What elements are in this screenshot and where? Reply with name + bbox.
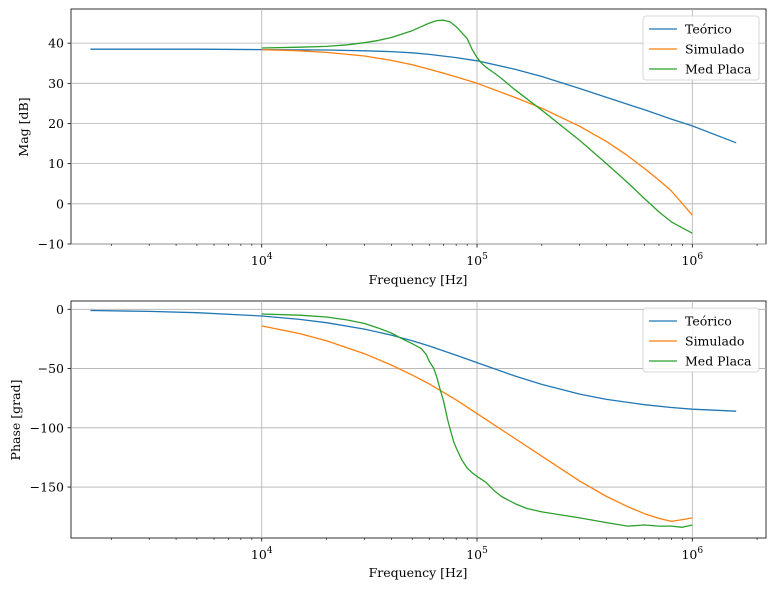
y-tick-label: −10 (38, 237, 64, 252)
y-tick-label: 0 (56, 302, 64, 317)
x-tick-label: 105 (466, 546, 488, 562)
tick-base: 10 (681, 547, 697, 562)
tick-base: 10 (466, 253, 482, 268)
series-line (261, 48, 693, 216)
tick-base: 10 (681, 253, 697, 268)
y-tick-label: −100 (30, 420, 64, 435)
legend-label: Teórico (685, 22, 732, 37)
tick-exponent: 5 (482, 546, 488, 556)
legend-box (642, 307, 760, 373)
series-lines (90, 309, 737, 528)
series-line (261, 19, 693, 234)
legend: Teórico Simulado Med Placa (642, 307, 760, 373)
y-axis-label: Mag [dB] (16, 97, 31, 156)
y-tick-label: 40 (48, 36, 64, 51)
tick-exponent: 6 (697, 252, 703, 262)
legend-label: Med Placa (685, 62, 752, 77)
x-axis-label: Frequency [Hz] (369, 565, 468, 580)
legend-label: Teórico (685, 314, 732, 329)
plot-frame (70, 300, 767, 539)
tick-exponent: 5 (482, 252, 488, 262)
y-axis-label: Phase [grad] (8, 380, 23, 461)
x-tick-label: 106 (681, 252, 703, 268)
tick-base: 10 (466, 547, 482, 562)
series-line (261, 325, 693, 523)
legend-label: Simulado (685, 334, 744, 349)
legend: Teórico Simulado Med Placa (642, 15, 760, 81)
y-tick-label: 0 (56, 196, 64, 211)
x-tick-label: 104 (251, 252, 273, 268)
tick-base: 10 (251, 253, 267, 268)
x-tick-label: 106 (681, 546, 703, 562)
series-line (90, 309, 737, 412)
x-axis-label: Frequency [Hz] (369, 272, 468, 287)
series-line (261, 313, 693, 528)
y-tick-label: 20 (48, 116, 64, 131)
y-tick-label: −50 (38, 361, 64, 376)
tick-base: 10 (251, 547, 267, 562)
series-lines (90, 19, 737, 234)
legend-label: Simulado (685, 42, 744, 57)
legend-label: Med Placa (685, 354, 752, 369)
legend-box (642, 15, 760, 81)
x-tick-label: 104 (251, 546, 273, 562)
tick-exponent: 4 (267, 252, 273, 262)
y-tick-label: −150 (30, 480, 64, 495)
tick-exponent: 6 (697, 546, 703, 556)
tick-exponent: 4 (267, 546, 273, 556)
y-tick-label: 10 (48, 156, 64, 171)
x-tick-label: 105 (466, 252, 488, 268)
y-tick-label: 30 (48, 76, 64, 91)
